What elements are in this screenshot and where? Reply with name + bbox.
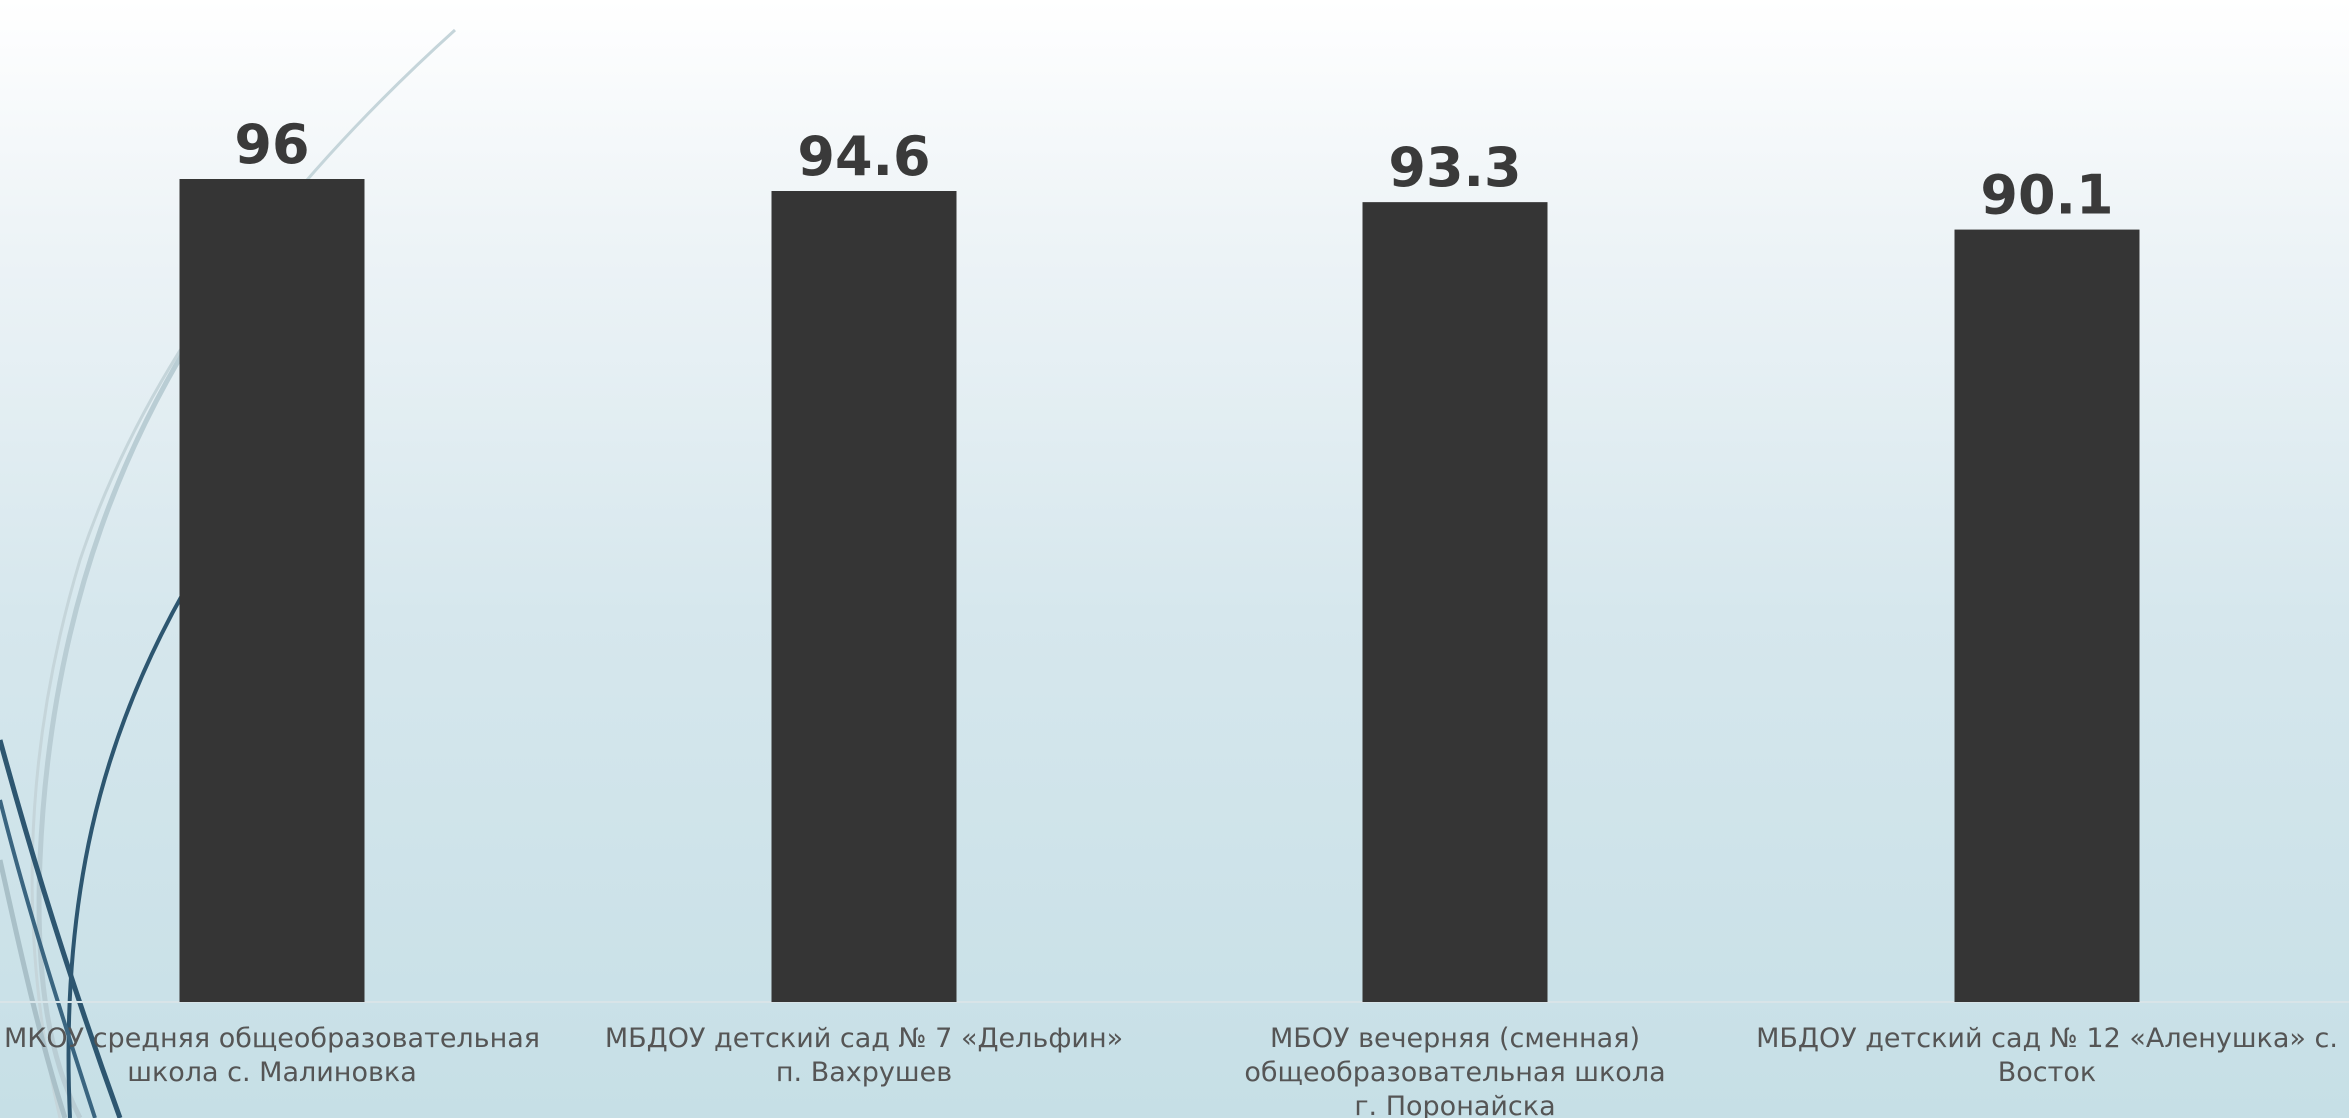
- category-label-1-line-2: школа с. Малиновка: [127, 1057, 417, 1088]
- data-label-1: 96: [234, 113, 309, 176]
- bar-1: [179, 179, 365, 1002]
- category-label-2-line-1: МБДОУ детский сад № 7 «Дельфин»: [605, 1023, 1123, 1054]
- category-label-4-line-2: Восток: [1998, 1057, 2096, 1088]
- category-label-3-line-3: г. Поронайска: [1354, 1091, 1555, 1118]
- category-label-2-line-2: п. Вахрушев: [776, 1057, 952, 1088]
- category-label-1-line-1: МКОУ средняя общеобразовательная: [4, 1023, 540, 1054]
- bar-3: [1362, 202, 1548, 1003]
- category-label-4-line-1: МБДОУ детский сад № 12 «Аленушка» с.: [1756, 1023, 2338, 1054]
- category-label-3-line-2: общеобразовательная школа: [1244, 1057, 1665, 1088]
- bar-2: [771, 191, 957, 1003]
- data-label-4: 90.1: [1980, 164, 2113, 227]
- bar-4: [1954, 229, 2140, 1003]
- data-label-3: 93.3: [1388, 136, 1521, 199]
- data-label-2: 94.6: [797, 125, 930, 188]
- category-label-3-line-1: МБОУ вечерняя (сменная): [1270, 1023, 1640, 1054]
